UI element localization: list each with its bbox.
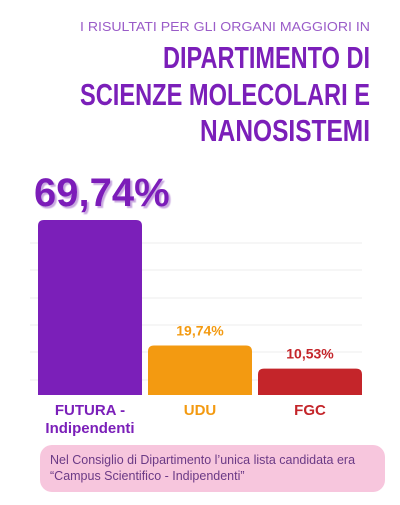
category-label: UDU [183, 402, 217, 419]
category-label: FUTURA - Indipendenti [45, 402, 135, 437]
category-label: FGC [294, 402, 326, 419]
value-label: 69,74% [34, 171, 170, 215]
bar [258, 368, 362, 395]
subtitle: I RISULTATI PER GLI ORGANI MAGGIORI IN [80, 20, 370, 34]
value-label: 19,74% [176, 322, 224, 338]
bar [38, 220, 142, 395]
value-label: 10,53% [286, 346, 334, 362]
title-line: SCIENZE MOLECOLARI E [80, 77, 370, 112]
title-line: DIPARTIMENTO DI [163, 40, 370, 75]
note: Nel Consiglio di Dipartimento l’unica li… [40, 445, 385, 492]
bar [148, 345, 252, 395]
title-line: NANOSISTEMI [200, 113, 370, 148]
